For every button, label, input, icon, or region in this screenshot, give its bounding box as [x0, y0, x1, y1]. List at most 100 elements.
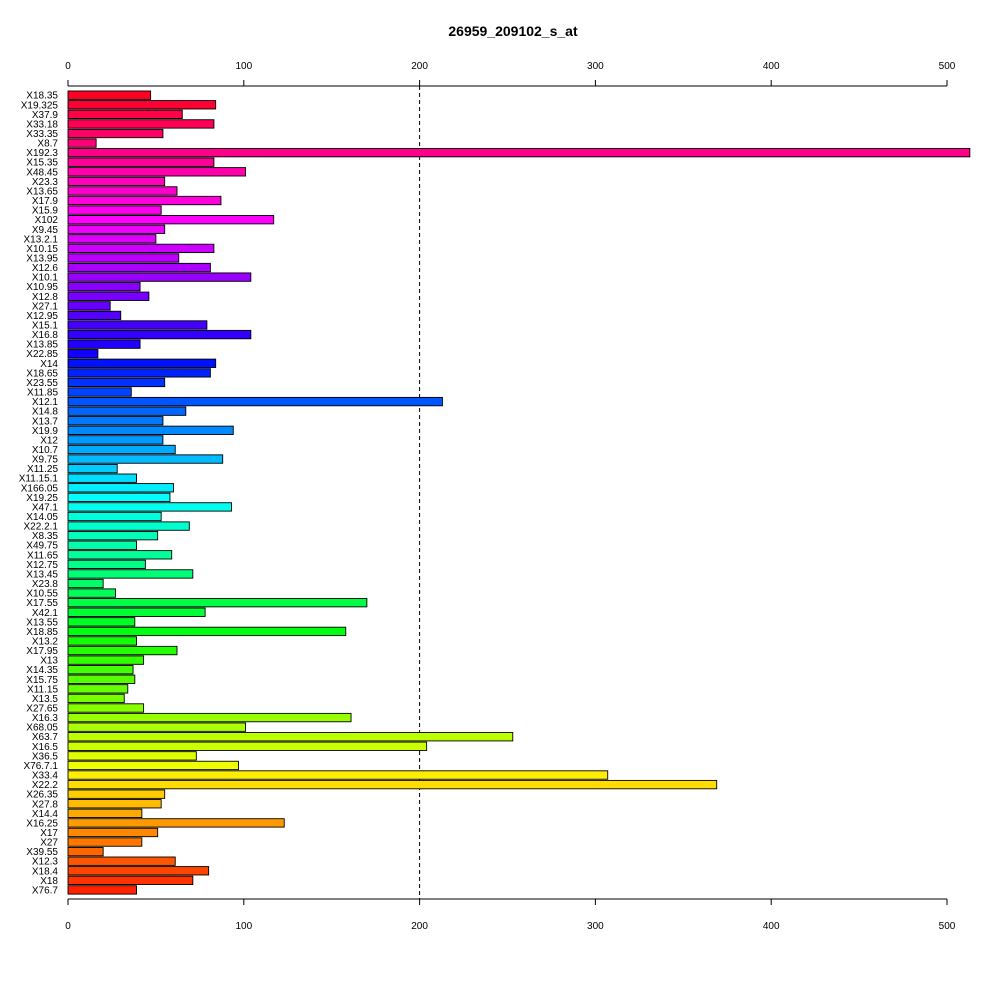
category-label: X17.9: [32, 196, 59, 207]
category-label: X13.65: [26, 186, 58, 197]
bottom-tick-label: 100: [235, 921, 252, 932]
category-label: X76.7: [32, 885, 59, 896]
bar: [67, 100, 217, 110]
bar: [67, 349, 99, 359]
category-label: X23.3: [32, 177, 59, 188]
category-label: X12: [40, 435, 58, 446]
category-label: X33.4: [32, 771, 59, 782]
bar: [67, 607, 206, 617]
bar: [67, 282, 141, 292]
bar: [67, 655, 145, 665]
category-label: X13.5: [32, 694, 59, 705]
category-label: X14.8: [32, 407, 59, 418]
bar: [67, 167, 247, 177]
bar: [67, 186, 178, 196]
category-label: X11.65: [27, 550, 58, 561]
bar: [67, 272, 252, 282]
bar: [67, 760, 239, 771]
category-label: X11.25: [27, 464, 58, 475]
bar: [67, 722, 247, 732]
bar: [67, 301, 111, 311]
category-label: X8.35: [32, 531, 59, 542]
bar: [67, 799, 162, 809]
category-label: X26.35: [26, 790, 58, 801]
category-label: X11.15.1: [19, 474, 59, 485]
bar: [67, 569, 194, 579]
top-tick-label: 500: [939, 61, 956, 72]
bar: [67, 588, 116, 598]
category-label: X13.55: [26, 617, 58, 628]
bar: [67, 329, 252, 340]
category-label: X27: [40, 838, 58, 849]
category-labels-group: X18.35X19.325X37.9X33.18X33.35X8.7X192.3…: [19, 91, 59, 897]
bar: [67, 837, 143, 847]
bar: [67, 598, 368, 608]
top-tick-label: 200: [411, 61, 428, 72]
category-label: X9.45: [32, 225, 59, 236]
category-label: X48.45: [26, 167, 58, 178]
category-label: X15.75: [26, 675, 58, 686]
bar: [67, 665, 134, 675]
bottom-tick-label: 500: [939, 921, 956, 932]
category-label: X19.9: [32, 426, 59, 437]
chart-title: 26959_209102_s_at: [448, 23, 578, 39]
bar: [67, 176, 166, 187]
bar: [67, 789, 166, 799]
category-label: X8.7: [37, 139, 58, 150]
bar: [67, 645, 178, 656]
bar: [67, 147, 971, 158]
bar: [67, 157, 215, 167]
category-label: X37.9: [32, 110, 59, 121]
category-label: X19.25: [26, 493, 58, 504]
category-label: X14: [40, 359, 58, 370]
category-label: X14.35: [26, 665, 58, 676]
bar: [67, 396, 443, 407]
category-label: X16.3: [32, 713, 59, 724]
bar: [67, 444, 176, 455]
bar: [67, 253, 180, 263]
bar: [67, 626, 347, 637]
bar: [67, 703, 145, 713]
category-label: X19.325: [21, 100, 59, 111]
category-label: X22.2: [32, 780, 59, 791]
bar: [67, 531, 159, 541]
category-label: X12.6: [32, 263, 59, 274]
category-label: X166.05: [21, 483, 59, 494]
category-label: X12.95: [26, 311, 58, 322]
category-label: X27.8: [32, 799, 59, 810]
category-label: X18: [40, 876, 58, 887]
category-label: X11.85: [27, 388, 58, 399]
bar: [67, 243, 215, 254]
category-label: X13.95: [26, 253, 58, 264]
category-label: X76.7.1: [24, 761, 59, 772]
bar: [67, 291, 150, 301]
bar: [67, 234, 157, 244]
category-label: X22.85: [26, 349, 58, 360]
category-label: X14.05: [26, 512, 58, 523]
bar: [67, 454, 224, 464]
bar: [67, 511, 162, 522]
category-label: X10.95: [26, 282, 58, 293]
category-label: X47.1: [32, 502, 59, 513]
category-label: X63.7: [32, 732, 59, 743]
category-label: X68.05: [26, 723, 58, 734]
category-label: X10.7: [32, 445, 59, 456]
category-label: X13.7: [32, 416, 59, 427]
bar: [67, 387, 132, 397]
bar: [67, 502, 232, 512]
category-label: X42.1: [32, 608, 59, 619]
top-tick-label: 400: [763, 61, 780, 72]
category-label: X13: [40, 656, 58, 667]
category-label: X11.15: [27, 684, 58, 695]
bar: [67, 195, 222, 206]
category-label: X22.2.1: [24, 522, 59, 533]
bar: [67, 779, 718, 790]
category-label: X27.65: [26, 704, 58, 715]
bar: [67, 875, 194, 886]
category-label: X13.45: [26, 569, 58, 580]
bar: [67, 808, 143, 818]
bar: [67, 492, 171, 502]
category-label: X12.8: [32, 292, 59, 303]
bar: [67, 885, 138, 895]
